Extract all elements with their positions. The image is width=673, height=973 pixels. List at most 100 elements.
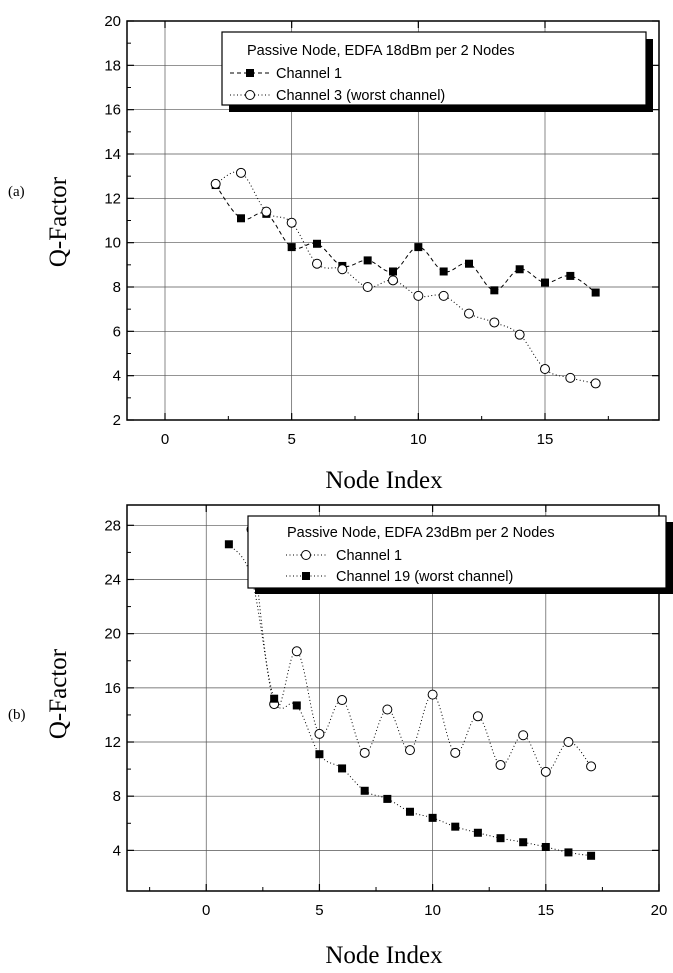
data-point-square — [519, 838, 528, 847]
data-point-square — [338, 764, 347, 773]
y-tick-labels-a: 2 4 6 8 10 12 14 16 18 20 — [104, 13, 121, 429]
y-tick-label: 14 — [104, 146, 121, 163]
x-tick-label: 10 — [424, 902, 441, 919]
x-tick-labels-b: 0 5 10 15 20 — [202, 902, 667, 919]
y-tick-label: 16 — [104, 680, 121, 697]
data-point-circle — [489, 317, 500, 328]
data-point-circle — [586, 761, 597, 772]
data-point-square — [224, 540, 233, 549]
data-point-circle — [540, 766, 551, 777]
data-point-circle — [337, 264, 348, 275]
data-point-circle — [518, 730, 529, 741]
data-point-circle — [427, 689, 438, 700]
data-point-circle — [291, 646, 302, 657]
data-point-circle — [514, 329, 525, 340]
x-axis-title-a: Node Index — [325, 467, 443, 494]
y-tick-label: 8 — [113, 788, 121, 805]
tick-marks-a — [127, 20, 659, 421]
data-point-circle — [413, 290, 424, 301]
y-tick-label: 12 — [104, 734, 121, 751]
data-point-square — [490, 286, 499, 295]
data-points-b — [224, 524, 597, 860]
data-point-square — [389, 267, 397, 276]
tick-marks-b — [127, 505, 660, 891]
legend-label-a-s2: Channel 3 (worst channel) — [276, 88, 445, 104]
y-tick-label: 10 — [104, 235, 121, 252]
y-tick-label: 4 — [113, 368, 121, 385]
legend-title-b: Passive Node, EDFA 23dBm per 2 Nodes — [287, 525, 555, 541]
y-tick-label: 20 — [104, 626, 121, 643]
data-point-circle — [388, 275, 398, 286]
y-tick-label: 20 — [104, 13, 121, 30]
data-point-circle — [359, 747, 370, 758]
x-axis-title-b: Node Index — [325, 942, 443, 969]
data-point-square — [414, 243, 423, 252]
data-point-square — [383, 794, 392, 803]
x-tick-label: 20 — [651, 902, 668, 919]
data-point-circle — [404, 745, 415, 756]
legend-label-b-s1: Channel 1 — [336, 548, 402, 564]
x-tick-label: 15 — [537, 902, 554, 919]
x-tick-label: 5 — [315, 902, 323, 919]
legend-title-a: Passive Node, EDFA 18dBm per 2 Nodes — [247, 43, 515, 59]
data-point-square — [405, 807, 414, 816]
y-tick-label: 4 — [113, 842, 121, 859]
series-line-2 — [215, 171, 596, 384]
data-point-circle — [362, 282, 373, 292]
data-point-square — [564, 848, 573, 857]
data-point-circle — [540, 364, 550, 375]
data-point-square — [270, 694, 279, 703]
legend-b: Passive Node, EDFA 23dBm per 2 Nodes Cha… — [247, 515, 673, 594]
data-point-square — [473, 828, 482, 837]
data-point-square — [315, 750, 324, 759]
series-lines-a — [215, 171, 596, 384]
panel-label-b: (b) — [8, 707, 26, 723]
data-point-square — [287, 243, 296, 252]
data-point-circle — [590, 378, 601, 389]
data-point-square — [363, 256, 372, 265]
legend-box-a — [221, 31, 647, 106]
y-axis-title-a: Q-Factor — [45, 176, 72, 267]
data-point-square — [237, 214, 245, 223]
legend-label-a-s1: Channel 1 — [276, 66, 342, 82]
data-point-square — [451, 822, 460, 831]
data-point-square — [465, 259, 473, 268]
data-point-square — [566, 271, 575, 280]
series-line-1 — [215, 184, 596, 293]
data-point-square — [591, 288, 600, 297]
data-point-circle — [472, 711, 483, 722]
y-tick-label: 6 — [113, 323, 121, 340]
data-point-square — [292, 701, 301, 710]
data-point-circle — [314, 728, 325, 739]
x-tick-label: 10 — [410, 431, 427, 448]
data-point-circle — [261, 206, 272, 217]
x-tick-label: 0 — [202, 902, 210, 919]
legend-label-b-s2: Channel 19 (worst channel) — [336, 569, 513, 585]
data-point-circle — [312, 258, 322, 269]
chart-panel-a: (a) Q-Factor Node Index 0 5 10 15 2 4 6 8 10 12 1… — [8, 13, 660, 494]
data-points-a — [210, 167, 601, 389]
data-point-circle — [450, 747, 461, 758]
plot-frame-b — [126, 504, 660, 892]
y-tick-label: 8 — [113, 279, 121, 296]
y-tick-label: 24 — [104, 571, 121, 588]
data-point-circle — [464, 308, 474, 319]
y-tick-label: 16 — [104, 102, 121, 119]
x-tick-labels-a: 0 5 10 15 — [161, 431, 554, 448]
legend-marker-a-s2 — [245, 90, 255, 100]
data-point-circle — [438, 290, 449, 301]
x-tick-label: 0 — [161, 431, 169, 448]
y-tick-label: 12 — [104, 190, 121, 207]
data-point-circle — [236, 167, 246, 178]
x-tick-label: 15 — [537, 431, 554, 448]
data-point-square — [439, 267, 448, 276]
data-point-square — [360, 786, 369, 795]
data-point-square — [541, 842, 550, 851]
data-point-circle — [495, 760, 506, 771]
y-tick-labels-b: 4 8 12 16 20 24 28 — [104, 517, 121, 859]
data-point-circle — [210, 178, 221, 189]
data-point-square — [428, 813, 437, 822]
y-tick-label: 28 — [104, 517, 121, 534]
data-point-square — [313, 239, 321, 248]
